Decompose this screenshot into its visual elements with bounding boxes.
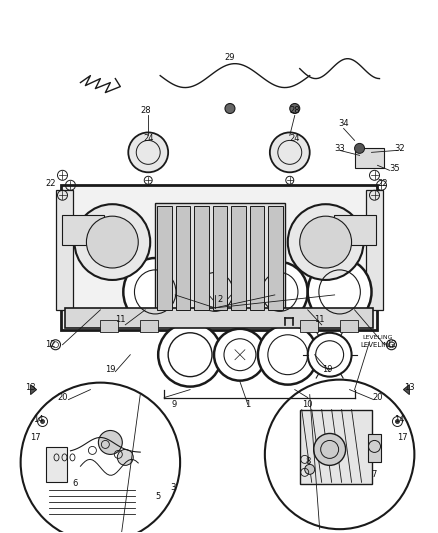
Bar	[366, 190, 384, 310]
Bar	[56, 190, 74, 310]
Text: 28: 28	[290, 106, 300, 115]
Circle shape	[258, 325, 318, 385]
Text: 12: 12	[45, 340, 56, 349]
Circle shape	[386, 340, 396, 350]
Bar	[63, 215, 104, 245]
Polygon shape	[31, 385, 37, 394]
Circle shape	[305, 464, 314, 474]
Ellipse shape	[124, 258, 187, 326]
Circle shape	[308, 333, 352, 377]
Circle shape	[158, 323, 222, 386]
Text: 9: 9	[172, 400, 177, 409]
Text: 14: 14	[394, 415, 405, 424]
Circle shape	[314, 433, 346, 465]
Text: 34: 34	[338, 119, 349, 128]
Text: 22: 22	[45, 179, 56, 188]
Circle shape	[21, 383, 180, 533]
Text: 12: 12	[386, 340, 397, 349]
Bar	[100, 320, 118, 332]
Text: 24: 24	[290, 134, 300, 143]
Text: LEVELING: LEVELING	[362, 335, 393, 340]
Ellipse shape	[187, 262, 243, 322]
Bar	[46, 447, 67, 482]
Text: 19: 19	[105, 365, 116, 374]
Text: 22: 22	[377, 179, 388, 188]
Circle shape	[225, 103, 235, 114]
Circle shape	[355, 143, 364, 154]
Text: 5: 5	[155, 492, 161, 501]
Bar	[66, 308, 372, 328]
Text: 14: 14	[33, 415, 44, 424]
Circle shape	[300, 216, 352, 268]
Text: 19: 19	[322, 365, 333, 374]
Bar	[194, 206, 209, 310]
Circle shape	[288, 204, 364, 280]
Bar	[250, 206, 264, 310]
Text: 7: 7	[371, 470, 376, 479]
Bar	[300, 320, 318, 332]
Circle shape	[128, 132, 168, 172]
Bar	[157, 206, 172, 310]
Circle shape	[214, 329, 266, 381]
Circle shape	[117, 449, 133, 465]
Circle shape	[86, 216, 138, 268]
Bar	[339, 320, 357, 332]
Ellipse shape	[308, 258, 371, 326]
Text: 20: 20	[57, 393, 68, 402]
Polygon shape	[403, 385, 410, 394]
Text: 1: 1	[245, 400, 251, 409]
Circle shape	[74, 204, 150, 280]
Text: 17: 17	[397, 433, 408, 442]
Text: 3: 3	[170, 483, 176, 492]
Text: 33: 33	[334, 144, 345, 153]
Bar	[300, 409, 371, 484]
Text: 35: 35	[389, 164, 400, 173]
Bar	[334, 215, 375, 245]
Text: 2: 2	[217, 295, 223, 304]
Text: 13: 13	[25, 383, 36, 392]
Bar	[213, 206, 227, 310]
Text: 20: 20	[372, 393, 383, 402]
Text: LEVELING: LEVELING	[360, 342, 395, 348]
Text: 17: 17	[30, 433, 41, 442]
Text: 10: 10	[303, 400, 313, 409]
Bar	[155, 203, 285, 313]
Bar	[355, 148, 385, 168]
Text: 11: 11	[115, 316, 126, 324]
Text: 13: 13	[404, 383, 415, 392]
Bar	[231, 206, 246, 310]
Text: 28: 28	[140, 106, 151, 115]
Bar	[176, 206, 190, 310]
Circle shape	[265, 379, 414, 529]
Bar	[268, 206, 283, 310]
Circle shape	[290, 103, 300, 114]
Text: 6: 6	[73, 479, 78, 488]
Circle shape	[270, 132, 310, 172]
Circle shape	[99, 431, 122, 455]
Circle shape	[38, 416, 48, 426]
Text: 24: 24	[143, 134, 153, 143]
Text: 32: 32	[394, 144, 405, 153]
Bar	[140, 320, 158, 332]
Bar	[60, 185, 378, 330]
Text: 8: 8	[305, 457, 311, 466]
Text: 29: 29	[225, 53, 235, 62]
Ellipse shape	[252, 262, 308, 322]
Circle shape	[392, 416, 403, 426]
Bar	[367, 434, 381, 462]
Circle shape	[396, 419, 399, 424]
Circle shape	[41, 419, 45, 424]
Circle shape	[50, 340, 60, 350]
Text: 11: 11	[314, 316, 325, 324]
